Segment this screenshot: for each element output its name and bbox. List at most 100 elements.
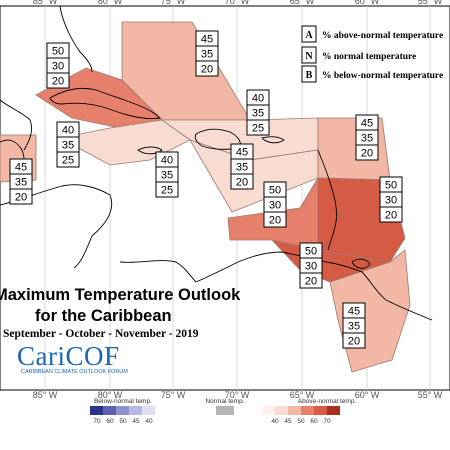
prob-value-b: 20 — [15, 192, 27, 204]
title-line-3: September - October - November - 2019 — [3, 328, 199, 340]
central-america-coast — [0, 184, 113, 269]
tick-top: 60° W — [355, 0, 380, 6]
prob-box-bahamas: 45 35 20 — [195, 30, 219, 77]
swatch-above-base — [262, 406, 275, 415]
longitude-labels: 85° W 80° W 75° W 70° W 65° W 60° W 55° … — [33, 0, 443, 400]
legend-key-above: A — [301, 25, 317, 43]
colorbar-tick: 50 — [297, 418, 305, 425]
swatch-above-60 — [314, 406, 327, 415]
prob-value-b: 20 — [52, 76, 64, 88]
zone-northern-lesser-antilles — [317, 117, 391, 181]
prob-cell — [263, 211, 287, 228]
tick-bottom: 55° W — [418, 390, 443, 400]
panama-coast — [119, 260, 197, 283]
colorbar-tick: 45 — [284, 418, 292, 425]
swatch-above-50 — [301, 406, 314, 415]
prob-value-b: 25 — [161, 185, 173, 197]
prob-value-n: 30 — [305, 261, 317, 273]
prob-box-hispaniola-south: 40 35 25 — [155, 151, 179, 198]
prob-value-b: 20 — [348, 336, 360, 348]
swatch-below-40 — [142, 406, 155, 415]
tick-top: 70° W — [225, 0, 250, 6]
prob-value-a: 40 — [161, 155, 173, 167]
prob-box-northern-lesser-antilles: 45 35 20 — [230, 143, 254, 190]
prob-value-n: 35 — [62, 140, 74, 152]
logo-wordmark: CariCOF — [17, 341, 120, 371]
prob-box-belize: 40 35 25 — [56, 121, 80, 168]
prob-value-b: 25 — [62, 155, 74, 167]
prob-cell — [246, 119, 270, 136]
colorbar-tick: 50 — [119, 418, 127, 425]
colorbar-tick: 40 — [271, 418, 279, 425]
colorbar-normal-label: Normal temp. — [205, 398, 244, 405]
prob-value-n: 35 — [361, 133, 373, 145]
swatch-above-45 — [288, 406, 301, 415]
legend-text-below: % below-normal temperature — [322, 71, 443, 81]
swatch-below-50 — [116, 406, 129, 415]
prob-value-a: 50 — [305, 246, 317, 258]
prob-value-a: 50 — [269, 185, 281, 197]
probability-boxes: 45 35 20 50 30 20 40 35 25 40 35 25 45 35 20 40 35 2… — [9, 30, 403, 349]
prob-box-southern-caribbean: 50 30 20 — [299, 242, 323, 289]
colorbar: Below-normal temp. Normal temp. Above-no… — [90, 398, 356, 425]
prob-cell — [230, 173, 254, 190]
tick-bottom: 65° W — [290, 390, 315, 400]
colorbar-tick: 60 — [106, 418, 114, 425]
swatch-normal — [216, 406, 234, 415]
trinidad-island — [351, 258, 371, 269]
prob-value-n: 30 — [269, 200, 281, 212]
prob-box-puerto-rico: 50 30 20 — [263, 181, 287, 228]
legend-text-normal: % normal temperature — [322, 52, 416, 62]
longitude-gridlines — [44, 6, 431, 390]
prob-value-a: 45 — [201, 34, 213, 46]
prob-cell — [342, 332, 366, 349]
prob-box-cuba: 50 30 20 — [46, 42, 70, 89]
prob-value-b: 20 — [269, 215, 281, 227]
lesser-antilles — [317, 149, 337, 251]
colorbar-tick: 60 — [310, 418, 318, 425]
swatch-above-40 — [275, 406, 288, 415]
prob-value-b: 20 — [385, 210, 397, 222]
prob-value-n: 35 — [252, 108, 264, 120]
prob-value-b: 20 — [201, 64, 213, 76]
prob-value-n: 35 — [201, 49, 213, 61]
tick-top: 85° W — [33, 0, 58, 6]
prob-box-guianas: 45 35 20 — [342, 302, 366, 349]
colorbar-below-label: Below-normal temp. — [94, 398, 152, 405]
prob-cell — [9, 188, 33, 205]
prob-cell — [46, 72, 70, 89]
svg-text:N: N — [305, 51, 313, 62]
prob-value-b: 20 — [236, 177, 248, 189]
prob-value-n: 35 — [236, 162, 248, 174]
prob-value-a: 45 — [15, 162, 27, 174]
colorbar-tick: 45 — [132, 418, 140, 425]
tick-bottom: 75° W — [161, 390, 186, 400]
legend-text-above: % above-normal temperature — [322, 31, 443, 41]
prob-value-n: 30 — [52, 61, 64, 73]
colorbar-above-label: Above-normal temp. — [298, 398, 357, 405]
venezuela-coast — [325, 261, 433, 321]
title-line-2: for the Caribbean — [35, 307, 172, 325]
legend: A % above-normal temperature N % normal … — [301, 25, 443, 83]
prob-value-n: 35 — [161, 170, 173, 182]
tick-bottom: 70° W — [225, 390, 250, 400]
jamaica-island — [137, 146, 163, 155]
title-line-1: Maximum Temperature Outlook — [0, 286, 241, 304]
prob-value-a: 45 — [236, 147, 248, 159]
swatch-above-70 — [327, 406, 340, 415]
prob-box-central: 45 35 20 — [9, 158, 33, 205]
colorbar-tick: 40 — [145, 418, 153, 425]
prob-value-a: 50 — [385, 180, 397, 192]
tick-top: 75° W — [161, 0, 186, 6]
logo-subtitle: CARIBBEAN CLIMATE OUTLOOK FORUM — [21, 369, 128, 375]
prob-box-eastern-caribbean: 50 30 20 — [379, 176, 403, 223]
prob-value-n: 35 — [15, 177, 27, 189]
tick-bottom: 85° W — [33, 390, 58, 400]
prob-cell — [299, 272, 323, 289]
swatch-below-45 — [129, 406, 142, 415]
prob-cell — [355, 144, 379, 161]
colorbar-tick: 70 — [93, 418, 101, 425]
colorbar-tick: 70 — [323, 418, 331, 425]
